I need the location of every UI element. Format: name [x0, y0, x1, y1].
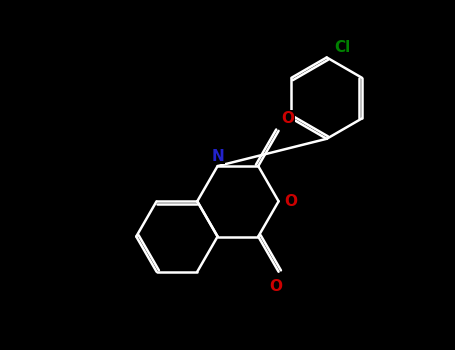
Text: O: O — [270, 279, 283, 294]
Text: N: N — [211, 149, 224, 163]
Text: O: O — [284, 194, 298, 209]
Text: Cl: Cl — [334, 40, 350, 55]
Text: O: O — [281, 111, 294, 126]
